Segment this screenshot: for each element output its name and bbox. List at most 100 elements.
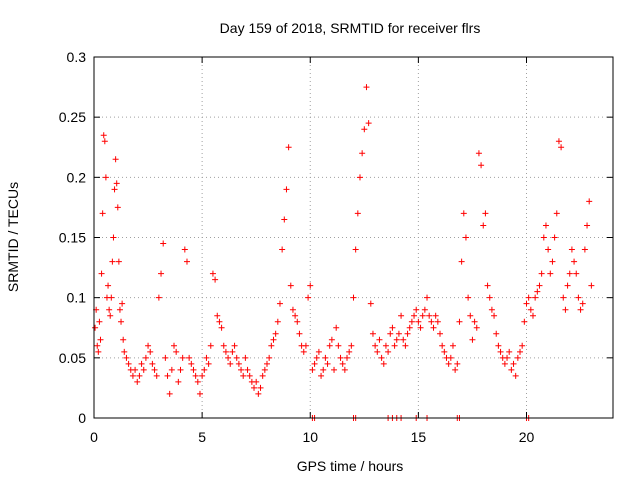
data-point [536,282,543,289]
data-point [279,246,286,253]
data-point [568,246,575,253]
data-point [504,354,511,361]
data-point [566,270,573,277]
data-point [428,318,435,325]
data-point [424,294,431,301]
data-point [231,342,238,349]
data-point [274,318,281,325]
data-point [220,342,227,349]
data-point [300,348,307,355]
data-point [324,360,331,367]
data-point [579,300,586,307]
data-point [380,360,387,367]
data-point [281,216,288,223]
data-point [352,246,359,253]
y-tick-label: 0.3 [67,49,87,65]
data-point [264,360,270,367]
data-point [512,372,519,379]
data-point [266,354,273,361]
data-point [581,246,588,253]
data-point [155,294,162,301]
data-point [538,270,545,277]
data-point [199,372,206,379]
data-point [171,342,178,349]
data-point [413,306,420,313]
plot-frame [93,56,614,419]
data-point [123,354,130,361]
data-point [363,84,370,91]
data-point [240,372,247,379]
data-point [164,372,171,379]
data-point [111,186,118,193]
data-point [101,138,108,145]
data-point [149,360,156,367]
data-point [151,366,158,373]
data-point [186,354,193,361]
data-point [276,300,283,307]
data-point [514,354,521,361]
data-point [225,354,232,361]
data-point [100,132,107,139]
data-point [302,342,309,349]
data-point [339,360,346,367]
data-point [393,336,400,343]
data-point [322,354,329,361]
data-point [415,318,422,325]
data-point [120,336,127,343]
data-point [545,246,552,253]
data-point [188,360,195,367]
data-point [173,348,180,355]
data-point [107,312,114,319]
data-point [98,270,105,277]
data-point [426,312,433,319]
data-point [430,324,437,331]
data-point [244,366,251,373]
data-point [344,354,351,361]
data-point [94,342,101,349]
data-point [168,366,175,373]
x-tick-label: 0 [90,429,98,445]
data-point [346,348,353,355]
data-point [272,330,279,337]
data-point [183,258,190,265]
data-point [235,360,242,367]
data-point [445,360,452,367]
data-point [471,318,478,325]
data-point [166,390,173,397]
data-point [529,312,536,319]
data-point [153,372,160,379]
data-point [287,282,294,289]
data-point [534,288,541,295]
data-point [501,360,508,367]
data-point [573,270,580,277]
data-point [132,366,139,373]
data-point [238,366,245,373]
y-tick-label: 0.05 [59,350,86,366]
y-axis-label: SRMTID / TECUs [5,182,21,292]
data-point [449,342,456,349]
data-point [207,342,214,349]
data-point [356,174,363,181]
data-point [480,222,487,229]
data-point [547,270,554,277]
data-point [99,210,106,217]
data-point [478,162,485,169]
data-point [209,270,216,277]
data-point [475,150,482,157]
data-point [203,354,210,361]
data-point [307,282,314,289]
data-point [242,354,249,361]
data-point [119,300,126,307]
data-point [162,354,169,361]
data-point [205,360,212,367]
data-point [367,300,374,307]
data-point [134,378,141,385]
data-point [488,306,495,313]
data-point [519,342,526,349]
data-point [158,270,165,277]
y-tick-label: 0.1 [67,290,87,306]
data-point [214,312,221,319]
data-point [369,330,376,337]
data-point [227,360,234,367]
data-point [408,318,415,325]
